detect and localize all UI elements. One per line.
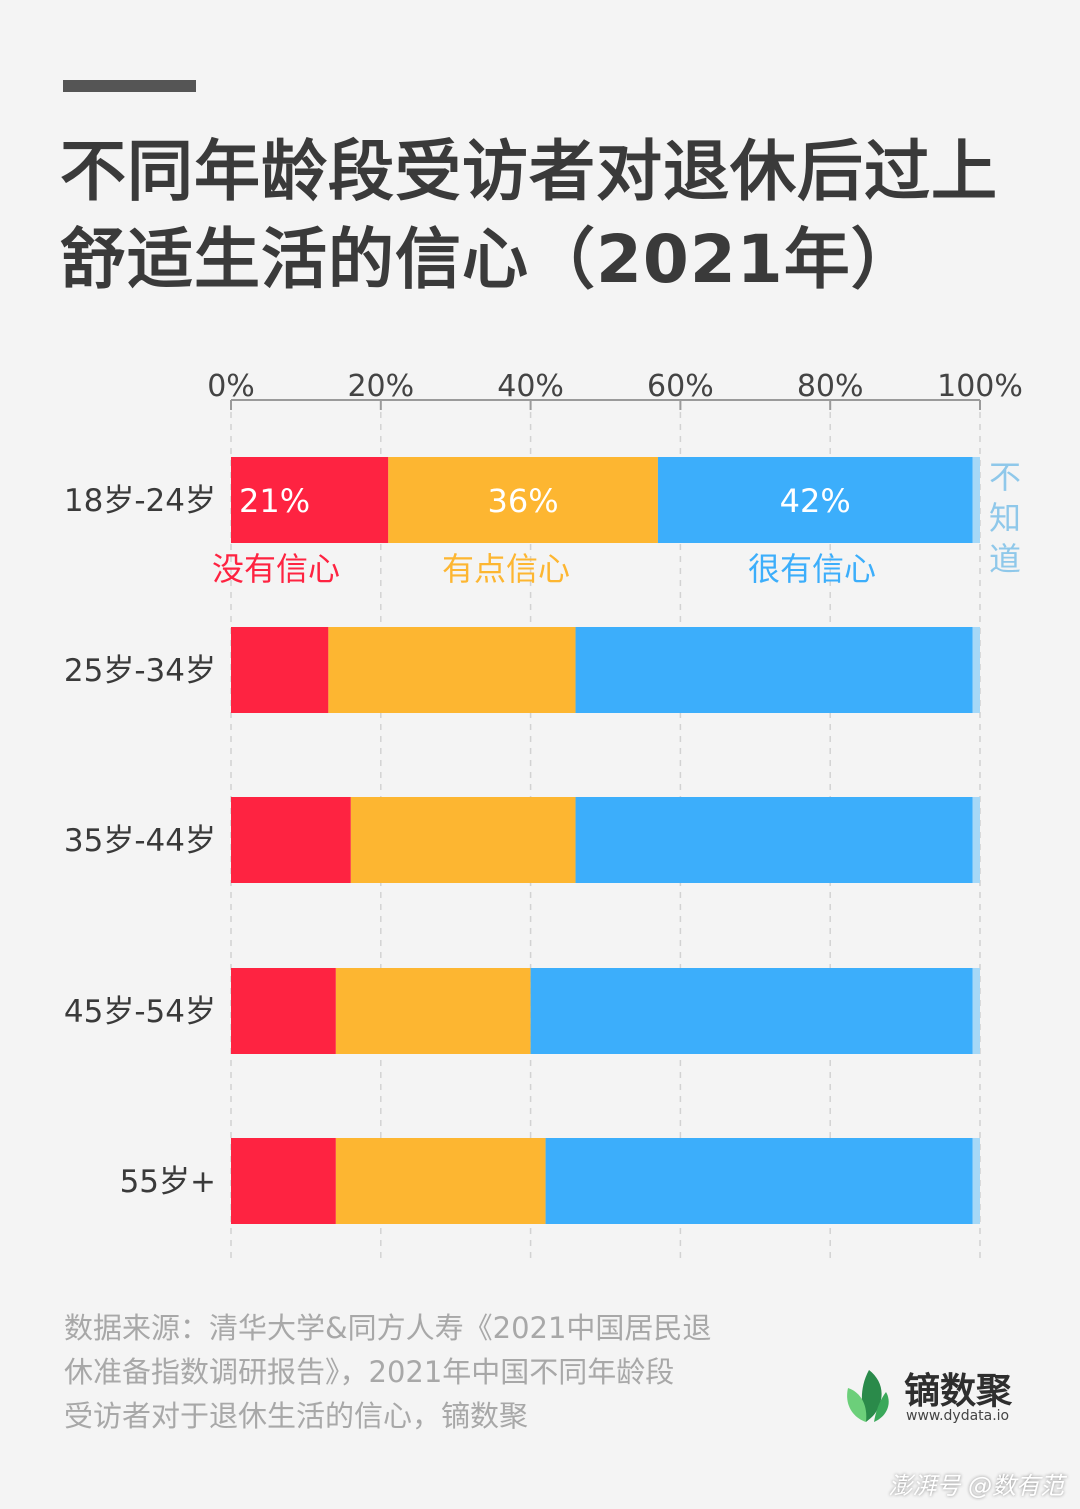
watermark: 澎湃号 @数有范 (888, 1472, 1064, 1500)
bar-segment (335, 1138, 546, 1224)
x-tick-label: 100% (937, 369, 1023, 404)
bar-segment (545, 1138, 973, 1224)
leaf-logo-icon (847, 1370, 889, 1422)
x-tick-label: 40% (497, 369, 564, 404)
bar-segment (231, 968, 336, 1054)
bar-segment (350, 797, 576, 883)
data-label: 36% (488, 482, 559, 520)
bar-segment (335, 968, 531, 1054)
bar-segment (972, 968, 980, 1054)
brand-url: www.dydata.io (906, 1408, 1010, 1424)
category-label: 35岁-44岁 (64, 823, 216, 859)
series-label-unknown-char: 不 (989, 458, 1021, 496)
series-label: 很有信心 (748, 550, 876, 588)
brand-logo: 镝数聚 www.dydata.io (842, 1362, 1032, 1432)
chart-title-line-2: 舒适生活的信心（2021年） (60, 221, 918, 298)
chart-title-line-1: 不同年龄段受访者对退休后过上 (60, 133, 998, 210)
bar-segment (231, 457, 389, 543)
bar-segment (972, 457, 980, 543)
bar-segment (231, 1138, 336, 1224)
category-label: 25岁-34岁 (64, 653, 216, 689)
data-source-note: 数据来源：清华大学&同方人寿《2021中国居民退 休准备指数调研报告》，2021… (64, 1306, 784, 1438)
bar-segment (575, 627, 973, 713)
title-accent-bar (63, 80, 196, 92)
bar-segment (972, 797, 980, 883)
bar-segment (328, 627, 576, 713)
data-label: 21% (239, 482, 310, 520)
bar-segment (575, 797, 973, 883)
category-label: 18岁-24岁 (64, 483, 216, 519)
bar-segment (231, 627, 329, 713)
bar-segment (972, 1138, 980, 1224)
x-tick-label: 0% (207, 369, 255, 404)
series-label-unknown-char: 知 (989, 499, 1021, 537)
x-tick-label: 80% (797, 369, 864, 404)
data-label: 42% (780, 482, 851, 520)
series-label: 有点信心 (442, 550, 570, 588)
bar-segment (530, 968, 973, 1054)
source-line-1: 数据来源：清华大学&同方人寿《2021中国居民退 (64, 1311, 712, 1345)
bar-segment (972, 627, 980, 713)
category-label: 45岁-54岁 (64, 994, 216, 1030)
bar-segment (231, 797, 351, 883)
stacked-bar-chart: 0% 20% 40% 60% 80% 100% 18岁-24岁 25岁-34岁 35岁-44岁 4… (64, 369, 1023, 1258)
series-label: 没有信心 (212, 550, 340, 588)
x-tick-label: 20% (347, 369, 414, 404)
bar-segment (657, 457, 973, 543)
brand-name: 镝数聚 (904, 1371, 1013, 1412)
source-line-2: 休准备指数调研报告》，2021年中国不同年龄段 (64, 1355, 675, 1389)
category-label: 55岁+ (120, 1164, 216, 1200)
series-label-unknown-char: 道 (989, 540, 1021, 578)
chart-title: 不同年龄段受访者对退休后过上 舒适生活的信心（2021年） (60, 128, 1020, 304)
source-line-3: 受访者对于退休生活的信心，镝数聚 (64, 1399, 529, 1433)
x-tick-label: 60% (647, 369, 714, 404)
bar-segment (388, 457, 658, 543)
